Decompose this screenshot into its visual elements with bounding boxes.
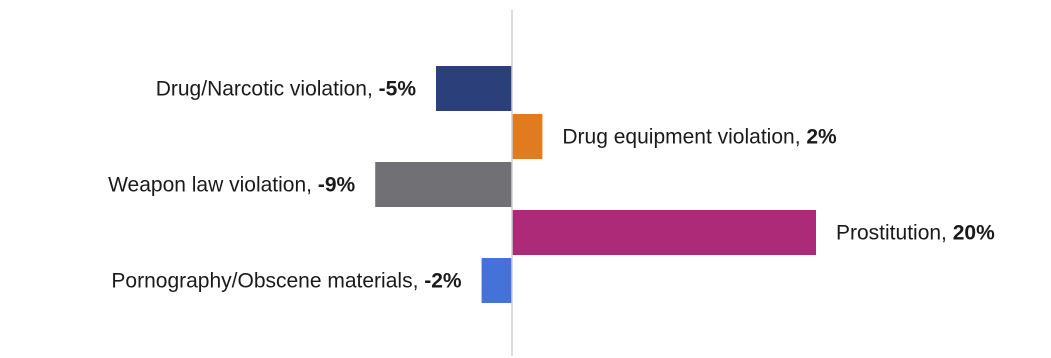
value-label-0: -5% [379, 78, 417, 101]
bar-3 [512, 210, 816, 255]
category-label-0: Drug/Narcotic violation, [156, 78, 379, 101]
bar-label-0: Drug/Narcotic violation, -5% [156, 78, 417, 101]
bar-label-1: Drug equipment violation, 2% [562, 126, 837, 149]
bar-0 [436, 66, 512, 111]
category-label-1: Drug equipment violation, [562, 126, 806, 149]
bar-label-4: Pornography/Obscene materials, -2% [111, 270, 462, 293]
bar-label-2: Weapon law violation, -9% [108, 174, 355, 197]
bar-4 [481, 258, 512, 303]
value-label-4: -2% [424, 270, 462, 293]
value-label-1: 2% [806, 126, 837, 149]
labels-group: Drug/Narcotic violation, -5% Drug equipme… [108, 78, 995, 293]
value-label-3: 20% [953, 222, 995, 245]
value-label-2: -9% [318, 174, 356, 197]
category-label-4: Pornography/Obscene materials, [111, 270, 424, 293]
category-label-2: Weapon law violation, [108, 174, 318, 197]
category-label-3: Prostitution, [836, 222, 953, 245]
bar-1 [512, 114, 543, 159]
bar-label-3: Prostitution, 20% [836, 222, 995, 245]
bar-2 [375, 162, 512, 207]
bars-group [375, 66, 816, 303]
